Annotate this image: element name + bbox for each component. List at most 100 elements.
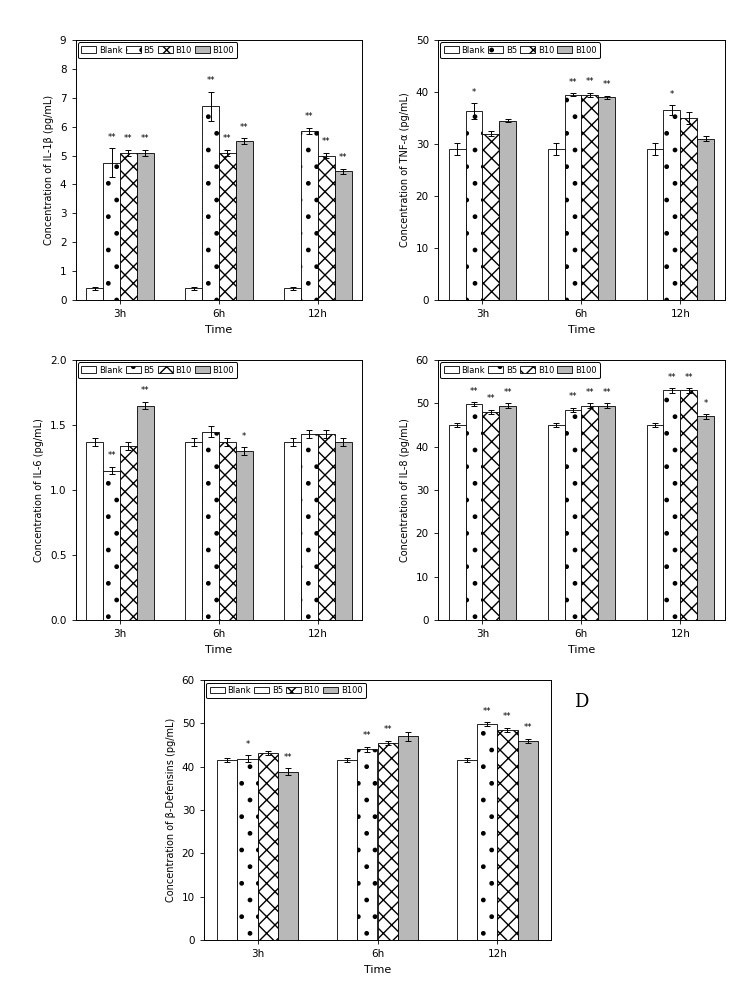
Bar [103,163,120,300]
Legend: Blank, B5, B10, B100: Blank, B5, B10, B100 [206,682,365,698]
Text: **: ** [602,80,611,89]
Text: **: ** [240,123,248,132]
Text: **: ** [569,392,577,401]
Legend: Blank, B5, B10, B100: Blank, B5, B10, B100 [78,362,237,378]
Bar [278,772,298,940]
Bar [236,141,253,300]
Bar [318,156,334,300]
X-axis label: Time: Time [205,645,233,655]
Text: **: ** [602,388,611,397]
Text: **: ** [523,723,532,732]
Bar [598,97,615,300]
Text: **: ** [586,77,594,86]
Bar [219,442,236,620]
Bar [219,153,236,300]
Bar [499,406,516,620]
Bar [217,760,237,940]
Bar [318,434,334,620]
Text: *: * [670,90,674,99]
Text: **: ** [586,388,594,397]
Y-axis label: Concentration of TNF-α (pg/mL): Concentration of TNF-α (pg/mL) [400,93,410,247]
Bar [499,121,516,300]
Bar [337,760,357,940]
Text: **: ** [504,388,512,397]
Bar [518,741,538,940]
Text: *: * [472,88,476,97]
Bar [137,406,154,620]
Text: **: ** [486,394,495,403]
Text: D: D [574,693,589,711]
Text: *: * [704,399,707,408]
Bar [547,149,565,300]
Text: **: ** [124,134,133,143]
Bar [697,416,714,620]
Text: *: * [245,740,250,749]
X-axis label: Time: Time [364,965,391,975]
Text: **: ** [206,77,214,86]
Legend: Blank, B5, B10, B100: Blank, B5, B10, B100 [78,42,237,58]
Y-axis label: Concentration of IL-6 (pg/mL): Concentration of IL-6 (pg/mL) [34,418,45,562]
Bar [120,153,137,300]
Text: **: ** [223,134,232,143]
Bar [284,442,301,620]
Legend: Blank, B5, B10, B100: Blank, B5, B10, B100 [440,42,599,58]
Bar [498,730,518,940]
Bar [357,749,378,940]
Bar [448,425,466,620]
Bar [482,134,499,300]
Bar [137,153,154,300]
Bar [466,111,482,300]
Bar [202,432,219,620]
Bar [378,743,398,940]
Text: *: * [242,432,246,441]
Text: **: ** [141,134,149,143]
Bar [664,390,680,620]
Bar [334,171,352,300]
Bar [301,434,318,620]
Bar [457,760,477,940]
Y-axis label: Concentration of IL-1β (pg/mL): Concentration of IL-1β (pg/mL) [45,95,54,245]
Text: C: C [212,693,226,711]
Text: **: ** [384,725,392,734]
X-axis label: Time: Time [568,645,595,655]
Text: **: ** [107,451,116,460]
Bar [185,442,202,620]
Bar [120,446,137,620]
Bar [477,724,498,940]
Y-axis label: Concentration of β-Defensins (pg/mL): Concentration of β-Defensins (pg/mL) [166,718,176,902]
X-axis label: Time: Time [205,325,233,335]
Bar [680,390,697,620]
Text: **: ** [322,137,331,146]
Bar [466,404,482,620]
Text: **: ** [503,712,512,721]
Bar [646,149,664,300]
Bar [86,442,103,620]
Text: **: ** [363,731,371,740]
Bar [236,451,253,620]
Bar [646,425,664,620]
Y-axis label: Concentration of IL-8 (pg/mL): Concentration of IL-8 (pg/mL) [400,418,410,562]
Text: **: ** [667,373,676,382]
Bar [547,425,565,620]
Text: **: ** [141,386,149,395]
Text: **: ** [685,373,693,382]
Text: **: ** [470,387,478,396]
Bar [664,110,680,300]
Bar [284,288,301,300]
Bar [697,139,714,300]
Bar [86,288,103,300]
Bar [448,149,466,300]
Text: **: ** [483,707,492,716]
Bar [103,471,120,620]
Bar [482,412,499,620]
Text: B: B [575,373,588,391]
Bar [598,406,615,620]
Bar [398,736,418,940]
Bar [565,95,581,300]
Text: **: ** [107,133,116,142]
Text: **: ** [339,153,347,162]
Bar [334,442,352,620]
X-axis label: Time: Time [568,325,595,335]
Bar [185,288,202,300]
Text: A: A [212,373,226,391]
